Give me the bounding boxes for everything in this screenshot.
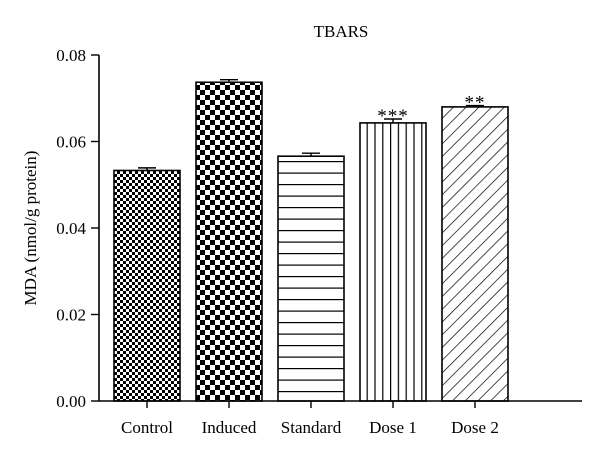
bar-dose-2 [441, 106, 509, 402]
bars: ***** [113, 78, 509, 402]
bar-dose-1 [359, 122, 427, 402]
y-tick-label: 0.04 [56, 219, 86, 238]
chart-title: TBARS [314, 22, 369, 41]
x-tick-label: Dose 1 [369, 418, 417, 437]
significance-marker: ** [465, 93, 486, 114]
bar-induced [195, 81, 263, 402]
y-axis-label: MDA (nmol/g protein) [21, 151, 40, 306]
x-tick-label: Induced [202, 418, 257, 437]
y-tick-label: 0.06 [56, 133, 86, 152]
bar-control [113, 169, 181, 402]
x-tick-label: Standard [281, 418, 342, 437]
x-tick-label: Control [121, 418, 173, 437]
significance-marker: *** [377, 106, 409, 127]
y-tick-label: 0.08 [56, 46, 86, 65]
y-tick-label: 0.00 [56, 392, 86, 411]
y-tick-label: 0.02 [56, 306, 86, 325]
x-axis: Control Induced Standard Dose 1 Dose 2 [99, 400, 582, 437]
y-axis: 0.00 0.02 0.04 0.06 0.08 [56, 46, 100, 411]
bar-standard [277, 155, 345, 402]
x-tick-label: Dose 2 [451, 418, 499, 437]
